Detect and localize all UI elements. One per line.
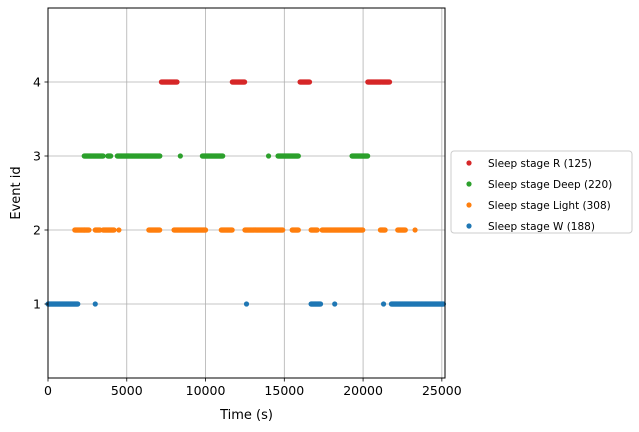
x-tick-label: 15000 xyxy=(264,383,304,398)
x-axis-label: Time (s) xyxy=(219,408,273,423)
sleep-stage-r-point xyxy=(386,79,393,85)
sleep-stage-deep-point xyxy=(157,153,163,159)
y-tick-label: 3 xyxy=(33,149,41,164)
sleep-stage-deep-point xyxy=(108,153,114,159)
sleep-stage-w-point xyxy=(92,301,98,307)
sleep-stage-light-point xyxy=(314,227,320,233)
legend-box xyxy=(450,150,633,234)
y-axis-ticks: 1 2 3 4 xyxy=(33,75,48,312)
sleep-stage-r-point xyxy=(242,79,248,85)
y-tick-label: 4 xyxy=(33,75,41,90)
x-tick-label: 10000 xyxy=(186,383,226,398)
sleep-stage-light-point xyxy=(360,227,366,233)
legend: Sleep stage R (125) Sleep stage Deep (220… xyxy=(450,150,633,234)
sleep-stage-w-point xyxy=(380,301,387,307)
legend-label-sleep-stage-deep: Sleep stage Deep (220) xyxy=(488,179,612,191)
sleep-stage-light-point xyxy=(116,227,122,233)
sleep-stage-light-point xyxy=(382,227,388,233)
sleep-stage-deep-point xyxy=(100,153,106,159)
sleep-stage-r-point xyxy=(174,79,180,85)
x-axis-ticks: 0 5000 10000 15000 20000 25000 xyxy=(44,378,462,398)
sleep-stage-light-point xyxy=(295,227,301,233)
plot-frame xyxy=(47,7,446,379)
sleep-stage-light-point xyxy=(402,227,408,233)
legend-marker-sleep-stage-light xyxy=(466,202,472,208)
sleep-stage-light-point xyxy=(157,227,163,233)
sleep-stage-deep-point xyxy=(220,153,226,159)
legend-marker-sleep-stage-w xyxy=(466,223,472,229)
sleep-stage-w-point xyxy=(332,301,338,307)
sleep-stage-light-point xyxy=(229,227,235,233)
sleep-stage-w-point xyxy=(317,301,324,307)
sleep-stage-w-point xyxy=(75,301,81,307)
y-tick-label: 1 xyxy=(33,297,41,312)
sleep-stage-deep-point xyxy=(365,153,371,159)
sleep-stage-light-point xyxy=(280,227,286,233)
x-tick-label: 0 xyxy=(44,383,52,398)
x-tick-label: 20000 xyxy=(343,383,383,398)
legend-label-sleep-stage-r: Sleep stage R (125) xyxy=(488,158,592,170)
sleep-stage-deep-point xyxy=(265,153,272,159)
sleep-stage-light-point xyxy=(111,227,117,233)
sleep-stage-deep-point xyxy=(295,153,301,159)
sleep-stage-light-point xyxy=(202,227,209,233)
x-tick-label: 5000 xyxy=(111,383,143,398)
legend-marker-sleep-stage-deep xyxy=(466,181,472,187)
sleep-stage-light-point xyxy=(86,227,92,233)
legend-marker-sleep-stage-r xyxy=(466,160,472,166)
y-axis-label: Event id xyxy=(9,166,24,219)
sleep-stage-deep-point xyxy=(177,153,183,159)
x-tick-label: 25000 xyxy=(422,383,462,398)
legend-label-sleep-stage-light: Sleep stage Light (308) xyxy=(488,200,611,212)
sleep-stage-w-point xyxy=(243,301,250,307)
sleep-stage-light-point xyxy=(412,227,418,233)
legend-label-sleep-stage-w: Sleep stage W (188) xyxy=(488,221,595,233)
sleep-stage-r-point xyxy=(306,79,313,85)
sleep-stage-light-point xyxy=(81,227,87,233)
y-tick-label: 2 xyxy=(33,223,41,238)
